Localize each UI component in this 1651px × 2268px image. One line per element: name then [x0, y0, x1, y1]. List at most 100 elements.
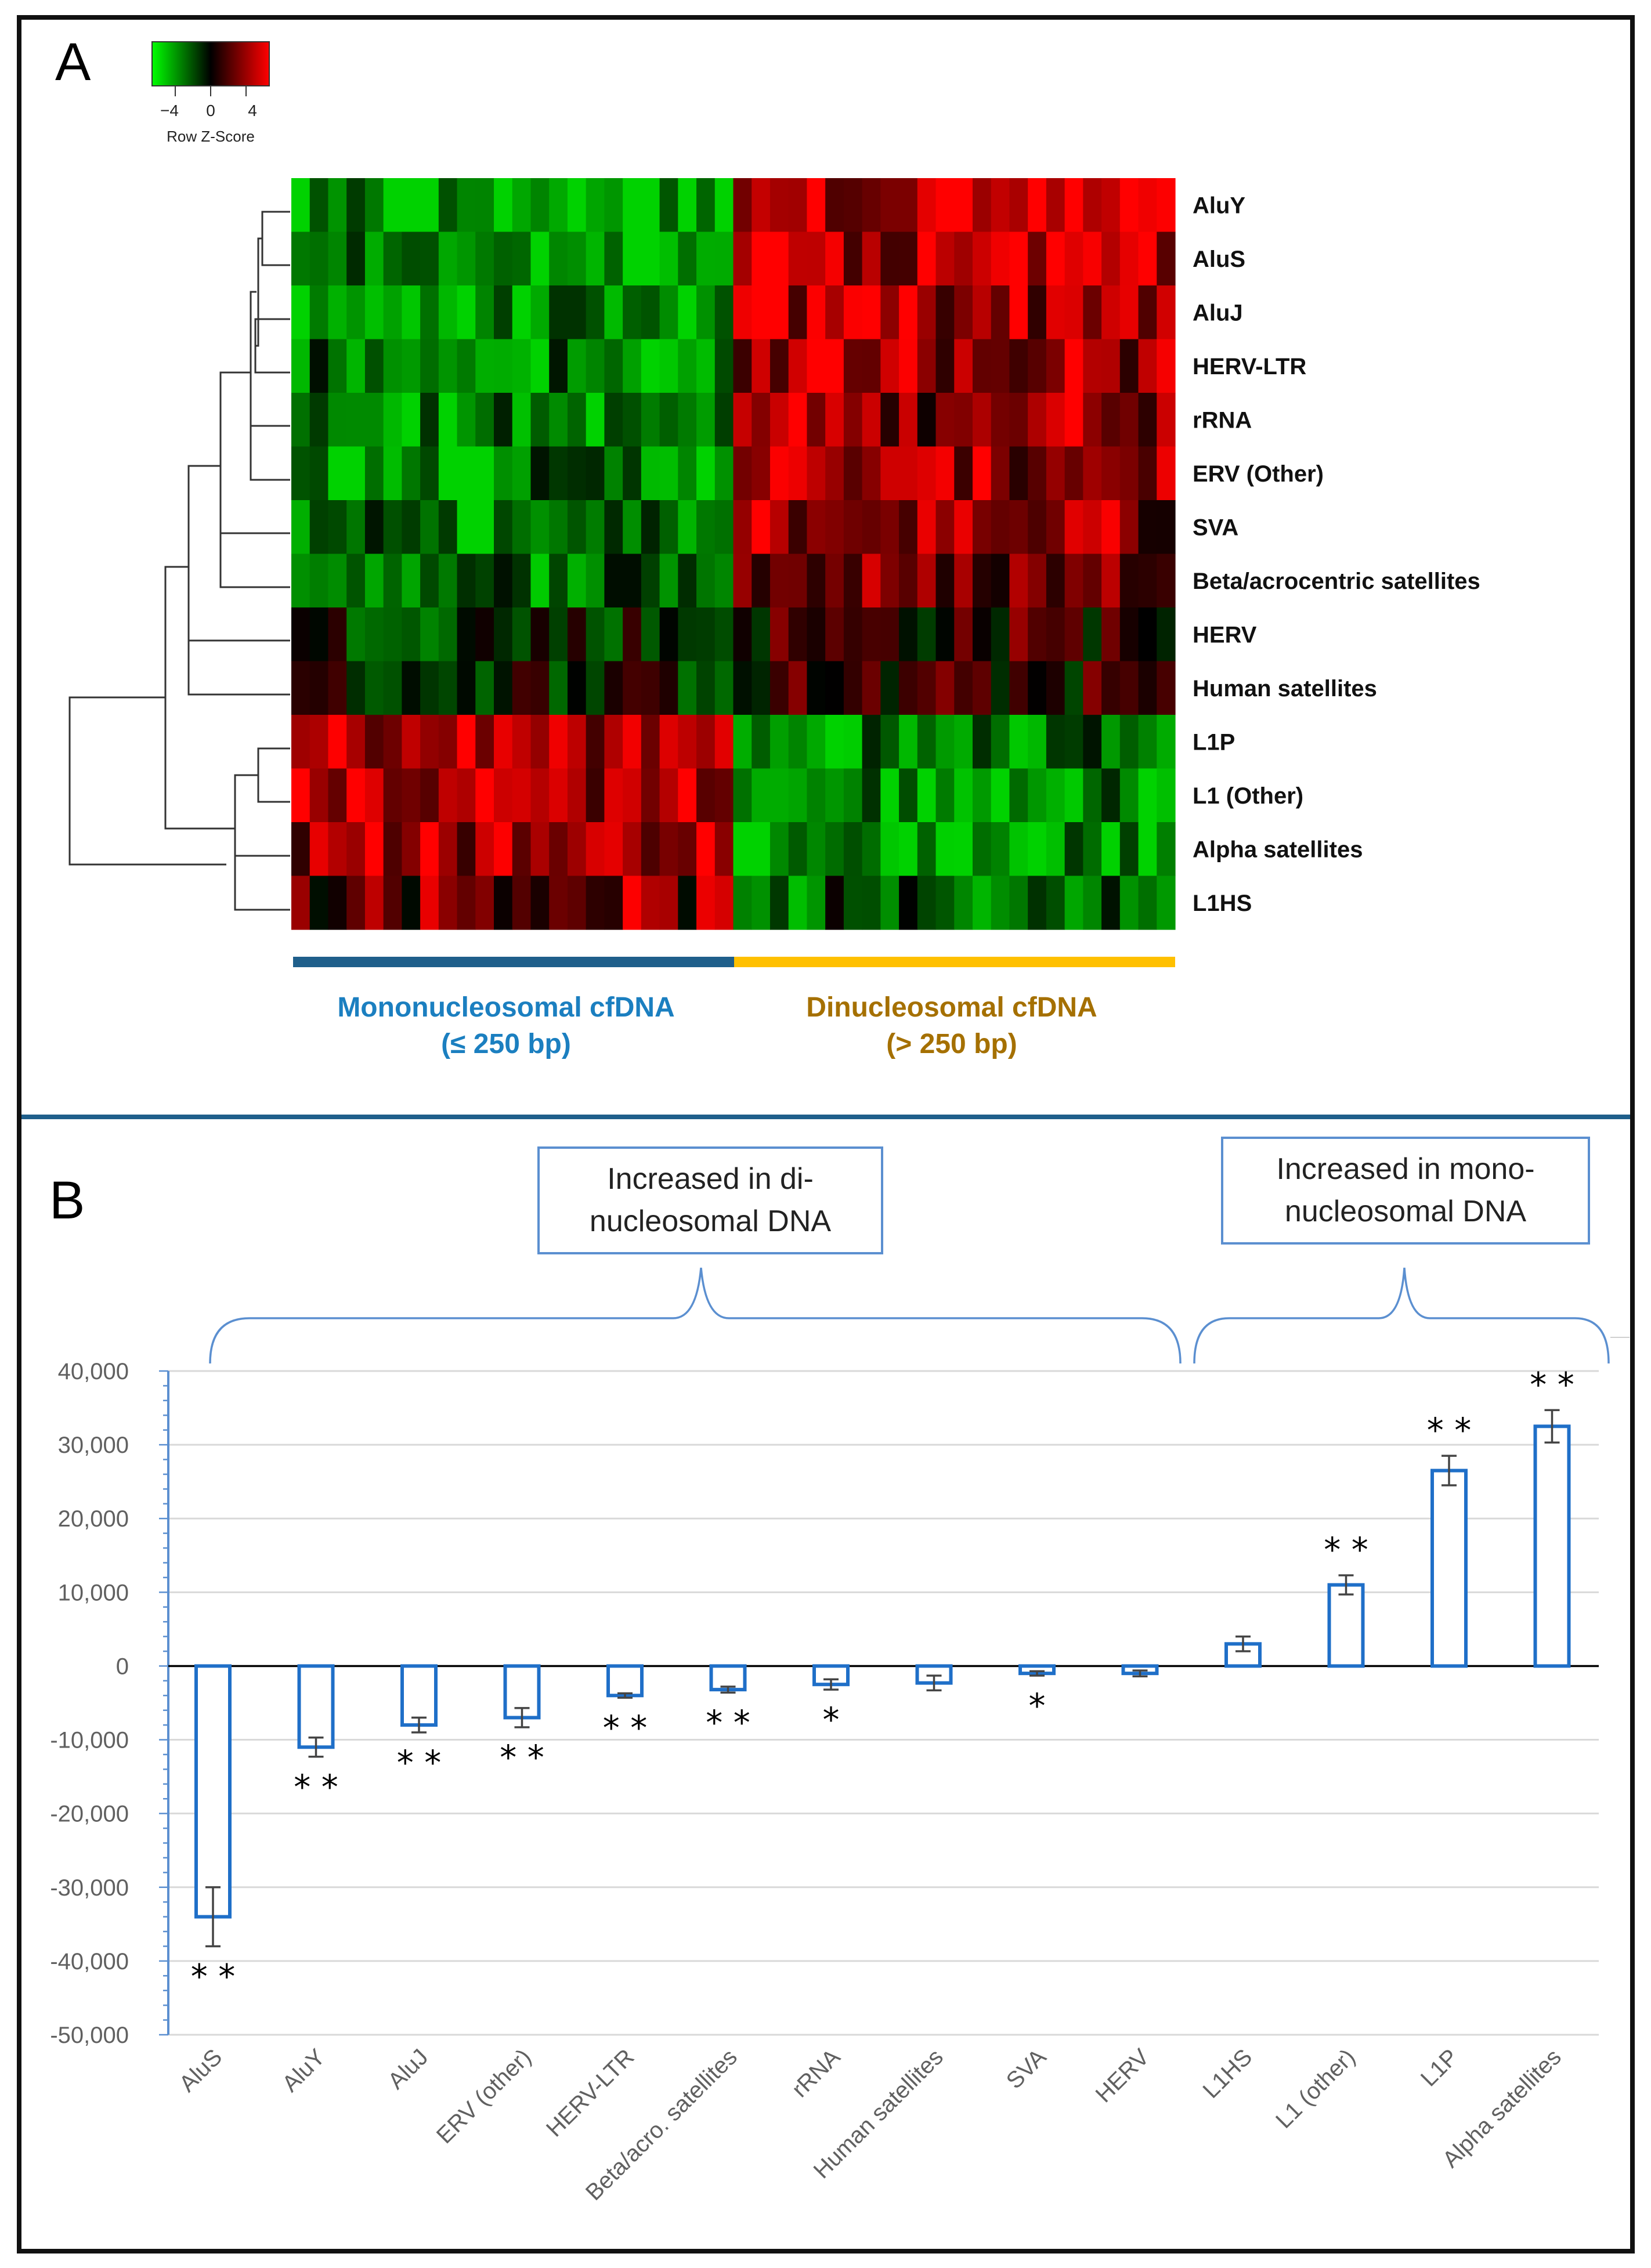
heatmap-cell — [935, 446, 955, 501]
heatmap-cell — [1046, 231, 1065, 286]
heatmap-cell — [328, 446, 347, 501]
heatmap-cell — [752, 446, 771, 501]
heatmap-cell — [880, 822, 899, 877]
significance-marker: * * — [706, 1703, 750, 1742]
heatmap-cell — [457, 768, 476, 823]
heatmap-cell — [825, 285, 844, 340]
heatmap-cell — [364, 715, 384, 769]
heatmap-cell — [457, 231, 476, 286]
heatmap-cell — [549, 393, 568, 447]
heatmap-cell — [457, 554, 476, 608]
heatmap-row-label: HERV — [1193, 622, 1257, 648]
heatmap-cell — [1028, 285, 1047, 340]
heatmap-cell — [733, 661, 752, 715]
color-key-ticks — [175, 86, 247, 96]
heatmap-cell — [678, 339, 697, 393]
heatmap-cell — [586, 876, 605, 930]
heatmap-cell — [714, 178, 734, 233]
x-tick-label: AluJ — [383, 2044, 433, 2094]
heatmap-cell — [623, 554, 642, 608]
heatmap-cell — [954, 500, 973, 555]
heatmap-cell — [678, 607, 697, 662]
heatmap-cell — [862, 285, 881, 340]
heatmap-cell — [954, 393, 973, 447]
heatmap-cell — [991, 768, 1010, 823]
significance-marker: * * — [397, 1743, 441, 1782]
heatmap-cell — [309, 661, 329, 715]
heatmap-cell — [586, 231, 605, 286]
heatmap-cell — [1138, 661, 1157, 715]
heatmap-cell — [549, 607, 568, 662]
heatmap-cell — [641, 178, 660, 233]
heatmap-cell — [494, 822, 513, 877]
heatmap-cell — [678, 231, 697, 286]
heatmap-cell — [807, 876, 826, 930]
y-tick-label: 20,000 — [58, 1506, 129, 1532]
heatmap-cell — [678, 554, 697, 608]
heatmap-cell — [530, 393, 550, 447]
heatmap-cell — [328, 554, 347, 608]
heatmap-cell — [954, 554, 973, 608]
heatmap-cell — [899, 339, 918, 393]
heatmap-cell — [769, 393, 789, 447]
heatmap-cell — [438, 178, 458, 233]
heatmap-cell — [1101, 768, 1121, 823]
heatmap-cell — [383, 661, 402, 715]
heatmap-cell — [843, 876, 863, 930]
heatmap-cell — [696, 768, 716, 823]
heatmap-cell — [696, 607, 716, 662]
heatmap-cell — [383, 500, 402, 555]
heatmap-cell — [1157, 285, 1176, 340]
heatmap-cell — [825, 715, 844, 769]
heatmap-cell — [769, 554, 789, 608]
heatmap-cell — [364, 661, 384, 715]
heatmap-cell — [917, 500, 937, 555]
heatmap-cell — [807, 446, 826, 501]
heatmap-cell — [917, 768, 937, 823]
heatmap-cell — [807, 661, 826, 715]
heatmap-cell — [328, 339, 347, 393]
heatmap-cell — [972, 715, 992, 769]
heatmap-cell — [714, 446, 734, 501]
heatmap-cell — [438, 339, 458, 393]
heatmap-cell — [769, 285, 789, 340]
heatmap-cell — [899, 500, 918, 555]
heatmap-cell — [1119, 715, 1139, 769]
heatmap-cell — [1138, 876, 1157, 930]
heatmap-cell — [1046, 178, 1065, 233]
heatmap-cell — [678, 661, 697, 715]
heatmap-cell — [714, 876, 734, 930]
heatmap-cell — [769, 822, 789, 877]
heatmap-cell — [972, 822, 992, 877]
heatmap-cell — [364, 231, 384, 286]
heatmap-cell — [512, 500, 532, 555]
heatmap-cell — [586, 446, 605, 501]
heatmap-cell — [512, 661, 532, 715]
heatmap-cell — [714, 554, 734, 608]
heatmap-cell — [733, 554, 752, 608]
heatmap-cell — [328, 393, 347, 447]
heatmap-cell — [769, 231, 789, 286]
chart-gridlines — [168, 1370, 1599, 2036]
heatmap-cell — [991, 661, 1010, 715]
heatmap-cell — [752, 500, 771, 555]
heatmap-cell — [364, 285, 384, 340]
heatmap-cell — [1064, 876, 1083, 930]
heatmap-cell — [825, 178, 844, 233]
heatmap-cell — [438, 822, 458, 877]
heatmap-cell — [972, 178, 992, 233]
heatmap-cell — [641, 285, 660, 340]
heatmap-cell — [494, 285, 513, 340]
heatmap-cell — [567, 607, 587, 662]
heatmap-cell — [769, 446, 789, 501]
heatmap-cell — [420, 822, 439, 877]
heatmap-cell — [1064, 661, 1083, 715]
heatmap-cell — [991, 178, 1010, 233]
heatmap-cell — [807, 607, 826, 662]
heatmap-cell — [696, 339, 716, 393]
heatmap-cell — [1119, 231, 1139, 286]
color-key-bar — [151, 41, 270, 86]
bar — [606, 1664, 644, 1698]
heatmap-cell — [935, 393, 955, 447]
heatmap-cell — [1009, 768, 1028, 823]
